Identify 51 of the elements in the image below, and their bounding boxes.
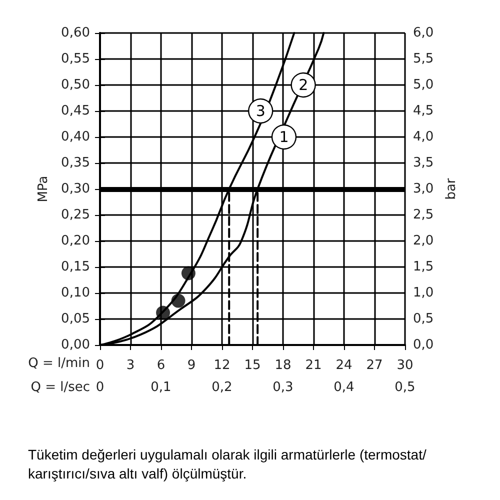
- y-axis-title: MPa: [36, 176, 51, 202]
- y-tick-label: 0,55: [61, 52, 90, 66]
- x2-tick-label: 0,5: [394, 380, 416, 395]
- y2-tick-label: 5,0: [413, 78, 434, 92]
- y2-tick-label: 3,5: [413, 156, 434, 170]
- y2-tick-label: 0,5: [413, 312, 434, 326]
- annotation: 1: [279, 128, 289, 146]
- annotation: 2: [298, 76, 308, 94]
- x2-tick-label: 0: [96, 380, 104, 395]
- y2-tick-label: 6,0: [413, 26, 434, 40]
- y-tick-label: 0,00: [61, 338, 90, 352]
- annotation: 3: [256, 102, 266, 120]
- y-tick-label: 0,45: [61, 104, 90, 118]
- x-tick-label: 18: [274, 358, 292, 373]
- x2-tick-label: 0,4: [334, 380, 354, 395]
- y2-axis-title: bar: [444, 178, 459, 200]
- x-tick-label: 15: [244, 358, 261, 373]
- y2-tick-label: 4,5: [413, 104, 434, 118]
- y-tick-label: 0,30: [61, 182, 90, 196]
- y2-tick-label: 5,5: [413, 52, 434, 66]
- y-tick-label: 0,20: [61, 234, 90, 248]
- y-tick-label: 0,50: [61, 78, 90, 92]
- y-tick-label: 0,40: [61, 130, 90, 144]
- y2-tick-label: 1,5: [413, 260, 434, 274]
- x-tick-label: 0: [96, 358, 104, 373]
- x-axis-title: Q = l/min: [28, 356, 90, 371]
- y2-tick-label: 0,0: [413, 338, 434, 352]
- y-tick-label: 0,60: [61, 26, 90, 40]
- y2-tick-label: 3,0: [413, 182, 434, 196]
- text: Tüketim değerleri uygulamalı olarak ilgili armatürlerle (termostat/karıştırıcı/sıva altı valf) ölçülmüştür.: [28, 446, 426, 482]
- x2-axis-title: Q = l/sec: [30, 380, 90, 395]
- x-tick-label: 21: [305, 358, 322, 373]
- y-tick-label: 0,35: [61, 156, 90, 170]
- y2-tick-label: 2,0: [413, 234, 434, 248]
- x2-tick-label: 0,1: [150, 380, 172, 395]
- x-tick-label: 27: [366, 358, 383, 373]
- x-tick-label: 6: [156, 358, 166, 373]
- y2-tick-label: 4,0: [413, 130, 434, 144]
- y2-tick-label: 2,5: [413, 208, 434, 222]
- x-tick-label: 24: [336, 358, 352, 373]
- x2-tick-label: 0,2: [212, 380, 232, 395]
- x-tick-label: 9: [187, 358, 196, 373]
- y-tick-label: 0,10: [61, 286, 90, 300]
- y-tick-label: 0,05: [61, 312, 90, 326]
- x-tick-label: 3: [126, 358, 135, 373]
- y-tick-label: 0,15: [61, 260, 90, 274]
- x-tick-label: 30: [396, 358, 414, 373]
- y-tick-label: 0,25: [61, 208, 90, 222]
- y2-tick-label: 1,0: [413, 286, 434, 300]
- x2-tick-label: 0,3: [272, 380, 294, 395]
- x-tick-label: 12: [214, 358, 230, 373]
